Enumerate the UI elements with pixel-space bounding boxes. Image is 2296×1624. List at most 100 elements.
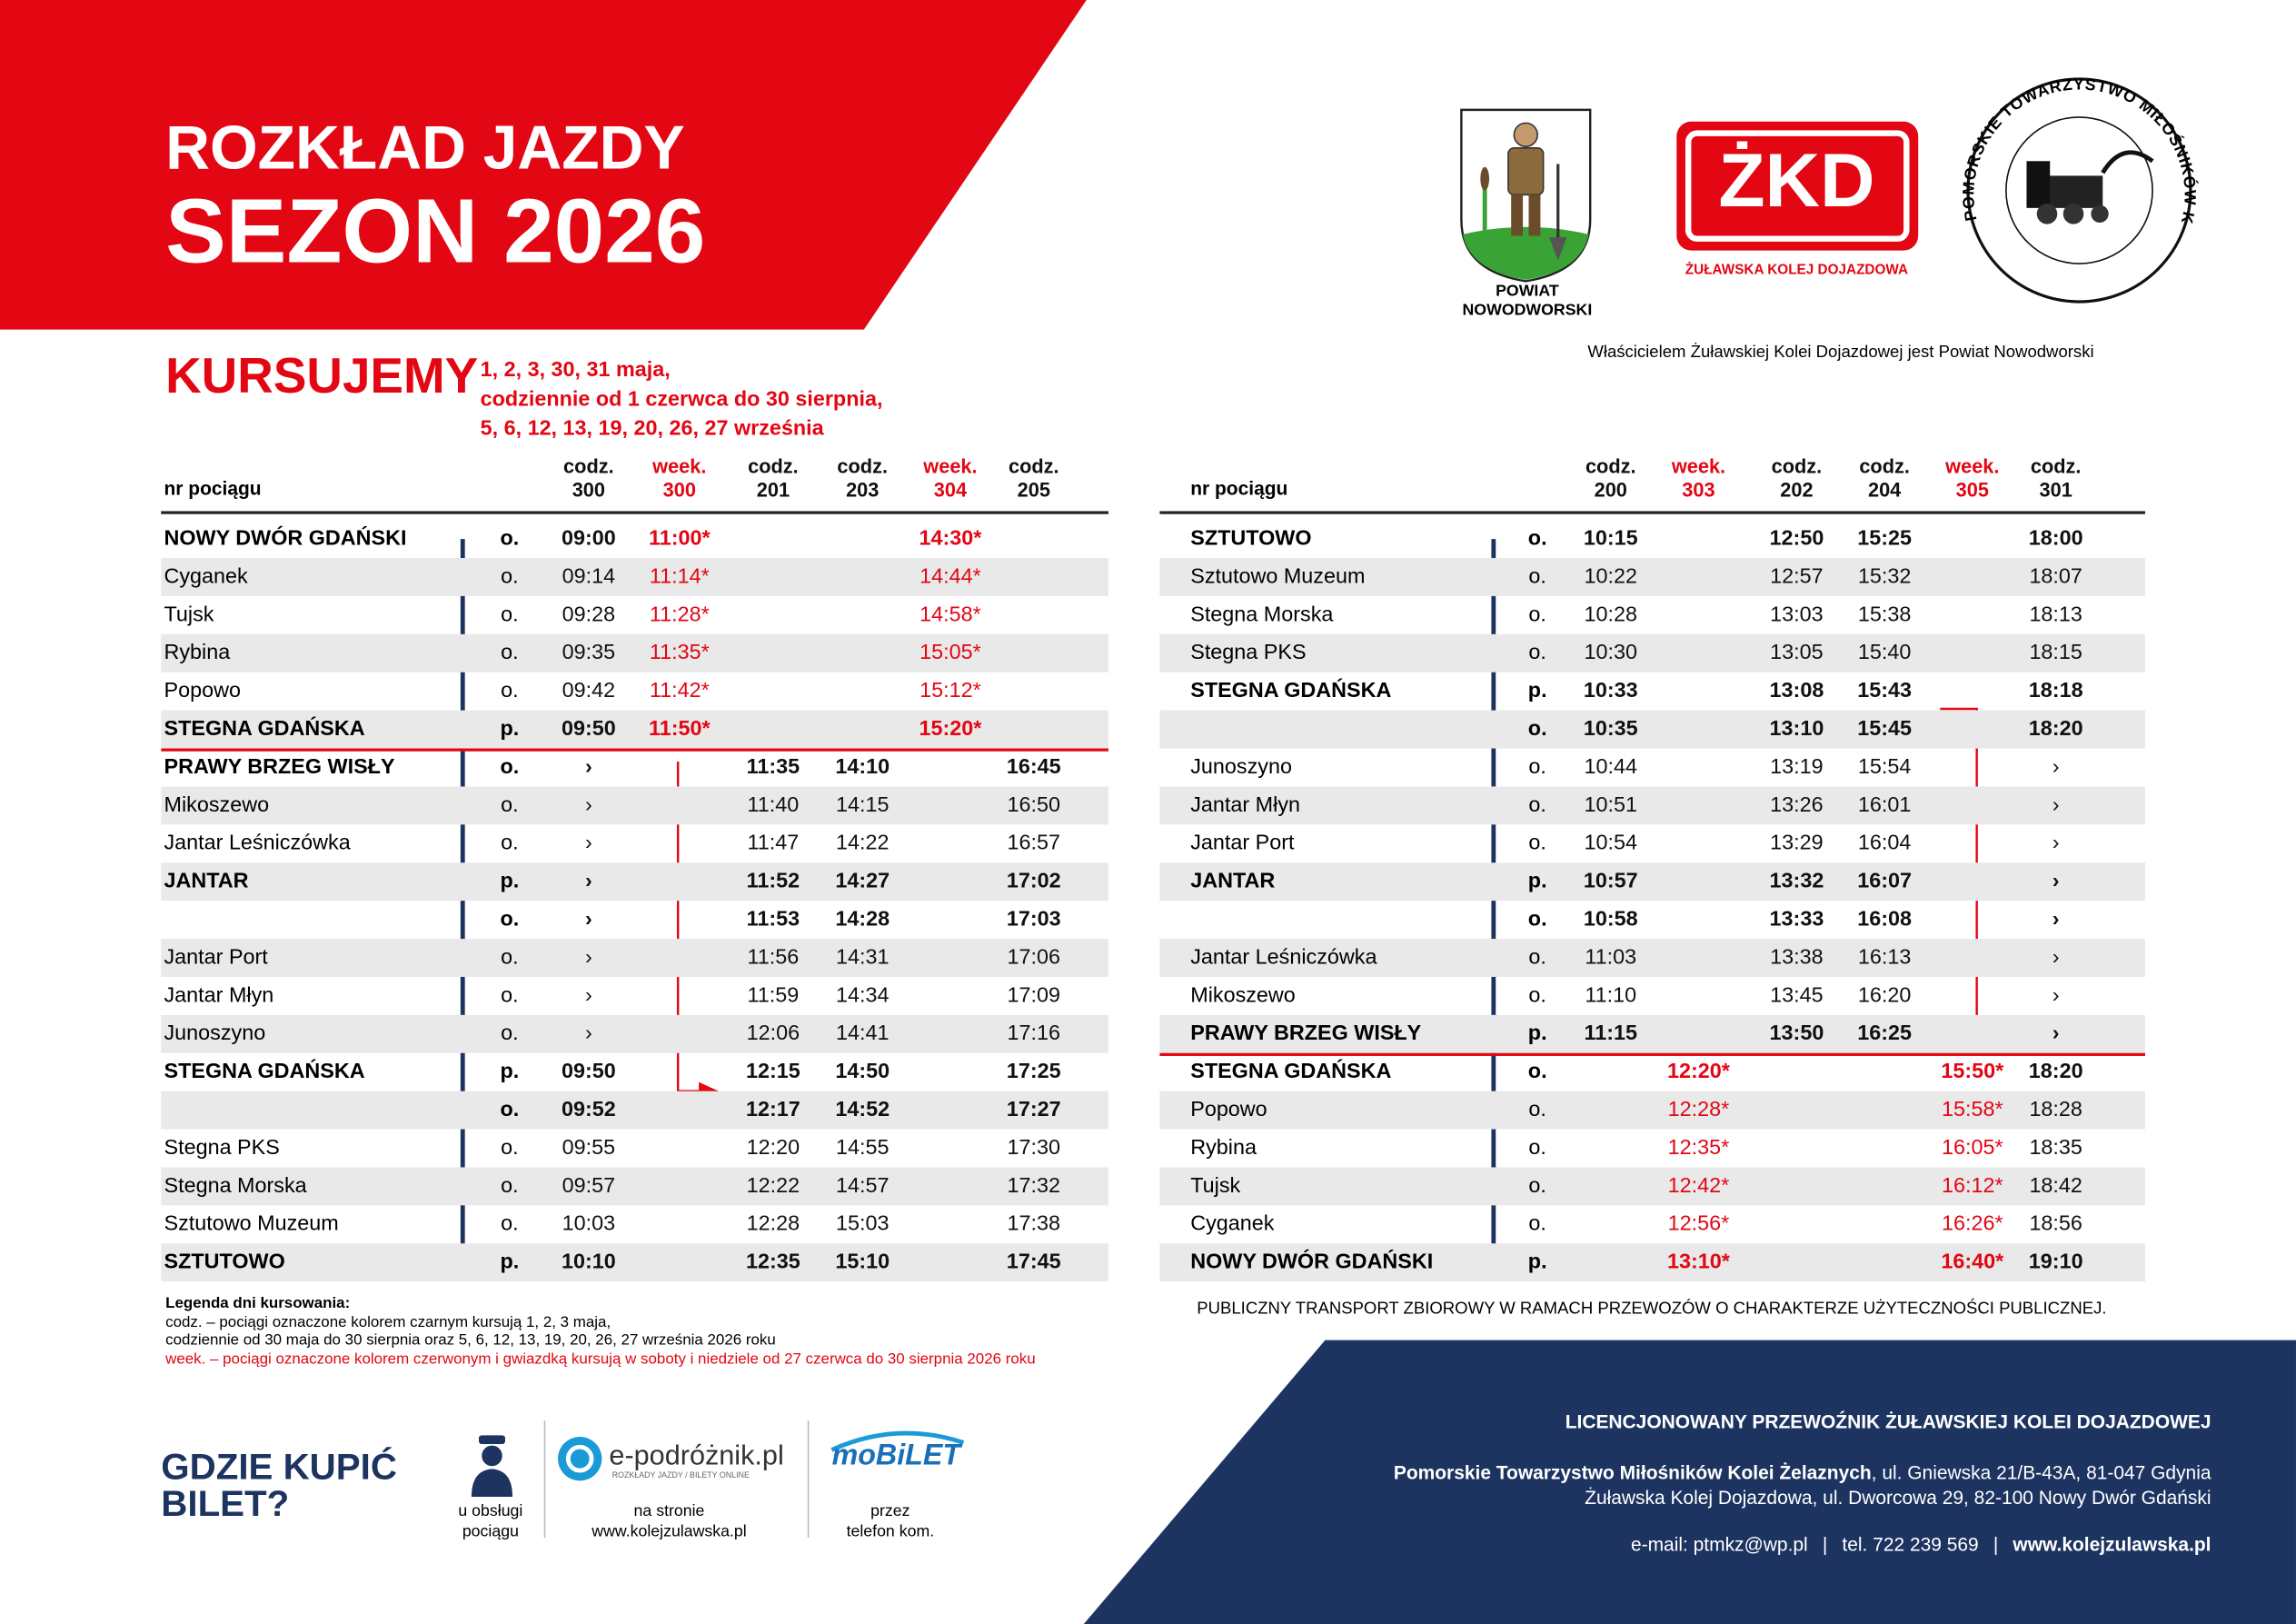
departure-time: 13:05: [1770, 641, 1824, 665]
departure-time: 11:03: [1585, 946, 1637, 970]
train-number: 305: [1955, 478, 1989, 502]
departure-time: 15:38: [1857, 603, 1912, 627]
departure-time: 10:54: [1584, 832, 1638, 856]
timetable-row: [161, 901, 1108, 939]
station-name: Mikoszewo: [164, 793, 270, 818]
station-name: Stegna PKS: [1190, 641, 1307, 665]
station-name: Mikoszewo: [1190, 983, 1296, 1008]
timetable-row: [161, 977, 1108, 1015]
station-name: STEGNA GDAŃSKA: [1190, 1060, 1392, 1084]
stop-type: p.: [1527, 1021, 1547, 1046]
departure-time: 11:42*: [649, 679, 710, 703]
departure-time: 12:17: [746, 1098, 800, 1122]
departure-time: 17:30: [1007, 1136, 1061, 1161]
train-kind: codz.: [563, 455, 614, 478]
stop-type: o.: [1528, 946, 1546, 970]
departure-time: 13:29: [1770, 832, 1824, 856]
departure-time: 16:01: [1857, 793, 1912, 818]
owner-note: Właścicielem Żuławskiej Kolei Dojazdowej…: [1587, 344, 2094, 363]
train-kind: codz.: [748, 455, 799, 478]
station-name: Sztutowo Muzeum: [1190, 565, 1366, 589]
timetable-row: [1159, 901, 2145, 939]
departure-time: ›: [584, 870, 592, 894]
departure-time: 15:45: [1857, 717, 1913, 742]
train-kind: codz.: [1771, 455, 1823, 478]
departure-time: ›: [584, 946, 592, 970]
departure-time: 11:53: [746, 908, 800, 932]
departure-time: 10:57: [1583, 870, 1638, 894]
departure-time: ›: [584, 983, 592, 1008]
departure-time: 17:02: [1006, 870, 1061, 894]
train-kind: codz.: [2030, 455, 2082, 478]
departure-time: 11:35*: [649, 641, 710, 665]
station-name: NOWY DWÓR GDAŃSKI: [164, 527, 407, 551]
stop-type: o.: [501, 565, 519, 589]
departure-time: 15:10: [835, 1250, 890, 1275]
station-name: Tujsk: [164, 603, 214, 627]
departure-time: 18:20: [2028, 1060, 2083, 1084]
train-number: 300: [662, 478, 696, 502]
departure-time: ›: [584, 908, 592, 932]
departure-time: 11:59: [747, 983, 800, 1008]
train-kind: codz.: [1008, 455, 1059, 478]
departure-time: ›: [584, 1021, 592, 1046]
train-number: 205: [1017, 478, 1050, 502]
departure-time: 11:56: [747, 946, 800, 970]
stop-type: o.: [1528, 755, 1546, 780]
departure-time: 14:50: [835, 1060, 890, 1084]
departure-time: 13:19: [1770, 755, 1824, 780]
stop-type: p.: [1527, 1250, 1547, 1275]
zkd-name: ŻUŁAWSKA KOLEJ DOJAZDOWA: [1685, 262, 1909, 279]
legend-title: Legenda dni kursowania:: [165, 1294, 351, 1312]
train-number: 201: [756, 478, 790, 502]
departure-time: 10:28: [1584, 603, 1638, 627]
departure-time: 10:10: [561, 1250, 616, 1275]
station-name: Jantar Leśniczówka: [1190, 946, 1377, 970]
departure-time: 13:32: [1769, 870, 1824, 894]
departure-time: 14:52: [835, 1098, 890, 1122]
departure-time: 13:10: [1769, 717, 1824, 742]
departure-time: 10:03: [562, 1212, 616, 1237]
email: e-mail: ptmkz@wp.pl: [1630, 1533, 1808, 1556]
railway-address: Żuławska Kolej Dojazdowa, ul. Dworcowa 2…: [1585, 1486, 2212, 1509]
departure-time: 14:27: [835, 870, 890, 894]
operating-date-line: 1, 2, 3, 30, 31 maja,: [480, 358, 671, 383]
departure-time: 16:04: [1857, 832, 1912, 856]
web-logo: e-podróżnik.pl: [609, 1440, 784, 1472]
web-logo-tagline: ROZKŁADY JAZDY / BILETY ONLINE: [611, 1471, 750, 1481]
stop-type: p.: [1527, 870, 1547, 894]
departure-time: 09:42: [562, 679, 616, 703]
station-name: Cyganek: [1190, 1212, 1275, 1237]
timetable-row: [161, 1167, 1108, 1206]
stop-type: o.: [1528, 1212, 1546, 1237]
station-name: Rybina: [1190, 1136, 1257, 1161]
station-name: Popowo: [1190, 1098, 1267, 1122]
departure-time: 12:22: [746, 1174, 800, 1199]
timetable-row: [1159, 749, 2145, 787]
station-name: Jantar Młyn: [164, 983, 274, 1008]
departure-time: 09:35: [562, 641, 616, 665]
powiat-line: NOWODWORSKI: [1462, 301, 1593, 320]
stop-type: o.: [1527, 1060, 1547, 1084]
zkd-logo: [1676, 121, 1919, 251]
departure-time: 16:26*: [1942, 1212, 2003, 1237]
departure-time: 13:10*: [1667, 1250, 1730, 1275]
departure-time: 17:16: [1007, 1021, 1061, 1046]
station-name: PRAWY BRZEG WISŁY: [1190, 1021, 1422, 1046]
timetable-row: [161, 1091, 1108, 1130]
operator-name: Pomorskie Towarzystwo Miłośników Kolei Ż…: [1393, 1461, 1872, 1484]
station-name: Popowo: [164, 679, 241, 703]
departure-time: 14:34: [835, 983, 890, 1008]
stop-type: o.: [501, 1212, 519, 1237]
departure-time: 12:50: [1769, 527, 1824, 551]
timetable-row: [1159, 558, 2145, 596]
timetable-row: [161, 558, 1108, 596]
departure-time: 13:38: [1770, 946, 1824, 970]
departure-time: 14:28: [835, 908, 890, 932]
e-podroznik-icon: [558, 1436, 602, 1481]
departure-time: 17:06: [1007, 946, 1061, 970]
stop-type: o.: [1528, 1174, 1546, 1199]
stop-type: o.: [501, 832, 519, 856]
departure-time: 09:55: [562, 1136, 616, 1161]
